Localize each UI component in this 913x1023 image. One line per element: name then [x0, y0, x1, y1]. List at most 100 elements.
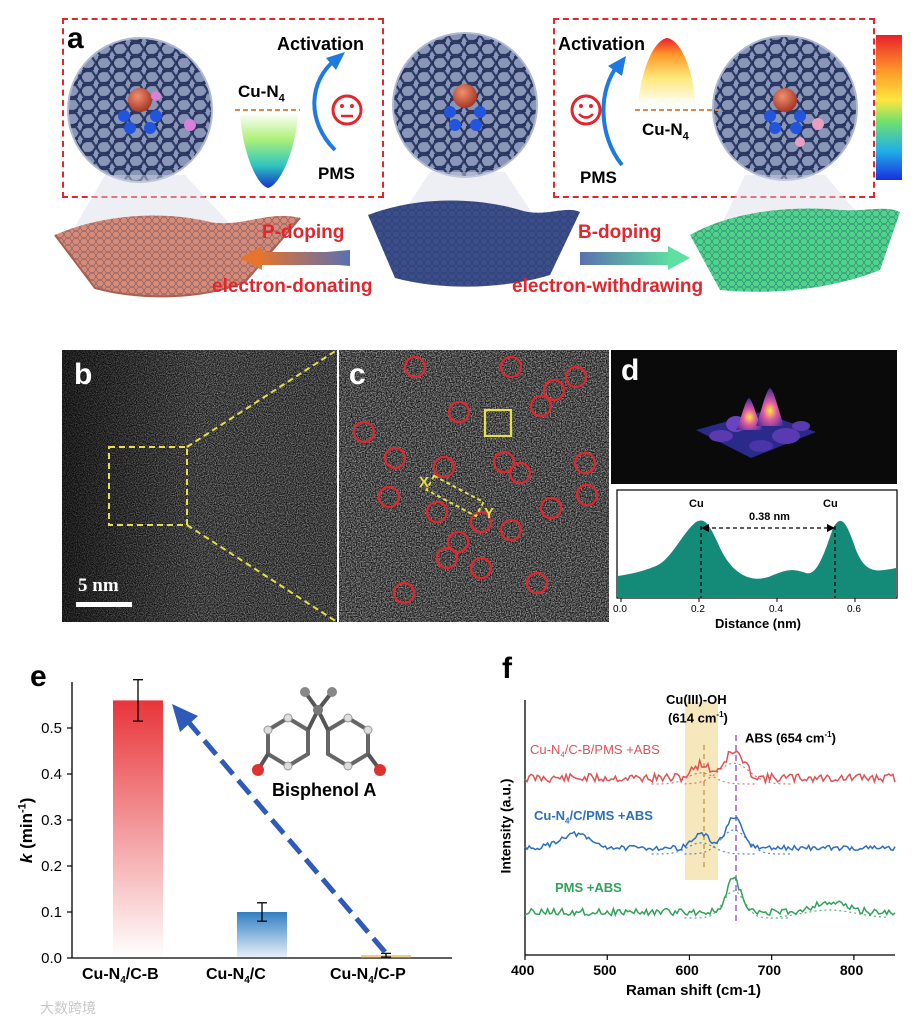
y-tick-label: 0.2: [41, 858, 62, 875]
atom-marker: [469, 510, 493, 534]
cu-n4-text-left: Cu-N: [238, 82, 279, 101]
x-tick-label: 0.0: [613, 604, 627, 615]
atom-marker: [446, 530, 470, 554]
raman-spectra-chart: [524, 700, 896, 960]
atom-marker: [573, 451, 597, 475]
trend-arrowhead: [172, 704, 198, 732]
bisphenol-a-molecule-icon: [256, 690, 382, 772]
atom-marker: [499, 355, 523, 379]
panel-d-line-profile: Cu Cu 0.38 nm 0.0 0.2 0.4 0.6 Distance (…: [611, 488, 901, 636]
y-axis-title: Intensity (a.u.): [497, 778, 514, 874]
activation-arrowhead-right: [608, 56, 626, 76]
graphene-model-right: [712, 35, 858, 181]
atom-marker: [525, 571, 549, 595]
intensity-peak-2: [756, 388, 784, 426]
atom-marker: [377, 485, 401, 509]
energy-well-left: [240, 113, 298, 188]
molecule-atoms: [252, 687, 386, 776]
atom-marker: [432, 455, 456, 479]
cu-oh-band-highlight: [685, 702, 718, 880]
panel-b-haadf-image: b 5 nm: [62, 350, 337, 622]
atom-marker: [447, 400, 471, 424]
cu-oh-annotation: Cu(III)-OH: [666, 692, 727, 707]
pms-label-right: PMS: [580, 168, 617, 187]
cu-n4-sub-right: 4: [682, 130, 689, 143]
panel-c-label: c: [349, 358, 366, 391]
x-tick-label: 600: [675, 962, 699, 978]
zoom-region-box: [108, 446, 188, 526]
series-label-cu-n4-c-b: Cu-N4/C-B/PMS +ABS: [530, 742, 660, 760]
x-tick-label: 800: [839, 962, 864, 978]
atom-marker: [392, 581, 416, 605]
y-axis-unit-exp: -1: [16, 803, 29, 814]
cu-n4-label-left: Cu-N4: [238, 82, 285, 104]
b-doped-sheet: [690, 208, 900, 292]
atom-marker: [564, 365, 588, 389]
atom-marker: [492, 450, 516, 474]
category-label: Cu-N4/C: [206, 966, 266, 987]
fit-component: [651, 772, 758, 785]
x-tick-label: 500: [593, 962, 617, 978]
panel-d-label: d: [621, 354, 640, 387]
x-tick-label: 700: [757, 962, 782, 978]
peak-label-2: Cu: [823, 498, 838, 510]
spectrum-line: [524, 876, 896, 918]
p-doping-arrow-body: [258, 252, 350, 265]
profile-area: [618, 520, 896, 598]
scale-bar-label: 5 nm: [78, 575, 119, 596]
yellow-square-marker: [483, 408, 513, 438]
fit-component: [651, 842, 758, 855]
panel-c-graphics: [339, 350, 609, 622]
fit-component: [684, 829, 791, 855]
y-tick-label: 0.0: [41, 950, 62, 967]
p-doped-sheet: [54, 215, 301, 298]
energy-hill-right: [638, 38, 696, 105]
p-doping-arrowhead: [240, 246, 262, 270]
electron-withdrawing-label: electron-withdrawing: [512, 276, 704, 297]
atom-marker: [435, 546, 459, 570]
x-tick-label: 0.6: [847, 604, 861, 615]
cu-oh-wavenumber: (614 cm-1): [668, 710, 728, 725]
panel-d-3d-graphics: [696, 388, 816, 458]
atom-marker: [575, 483, 599, 507]
y-axis-k: k: [17, 853, 37, 864]
y-tick-label: 0.3: [41, 812, 62, 829]
panel-a-graphics: [54, 32, 902, 298]
cu-n4-label-right: Cu-N4: [642, 120, 689, 142]
x-tick-label: 400: [511, 962, 535, 978]
panel-f-label: f: [502, 652, 512, 685]
series-label-cu-n4-c: Cu-N4/C/PMS +ABS: [534, 808, 653, 826]
panel-a-label: a: [67, 22, 84, 55]
atom-marker: [499, 518, 523, 542]
single-atom-markers: [352, 355, 599, 605]
fit-component: [684, 890, 791, 919]
scale-bar: [76, 602, 132, 607]
atom-marker: [529, 394, 553, 418]
peak-label-1: Cu: [689, 498, 704, 510]
spectrum-line: [524, 750, 896, 785]
electron-donating-label: electron-donating: [212, 276, 373, 297]
left-activation-box: [62, 18, 384, 198]
activation-arrow-right: [601, 63, 624, 167]
abs-c: ): [831, 730, 836, 746]
b-doping-arrow-body: [580, 252, 672, 265]
cu-oh-wn-c: ): [723, 710, 728, 726]
atom-marker: [539, 496, 563, 520]
atom-marker: [508, 461, 532, 485]
graphene-model-center: [392, 32, 538, 178]
molecule-name: Bisphenol A: [272, 780, 377, 800]
spectrum-line: [524, 816, 896, 852]
undoped-sheet: [368, 200, 580, 287]
p-doping-label: P-doping: [262, 222, 345, 243]
bar: [113, 700, 163, 958]
profile-end-y: Y: [484, 505, 495, 522]
sad-face-icon: [331, 94, 363, 126]
abs-a: ABS (654 cm: [745, 730, 825, 746]
atom-marker: [352, 420, 376, 444]
energy-color-scale: [876, 35, 902, 180]
cu-oh-wn-b: -1: [716, 710, 724, 719]
b-doping-arrowhead: [668, 246, 690, 270]
rate-constant-bar-chart: 0.0 0.1 0.2 0.3 0.4 0.5: [41, 679, 452, 967]
distance-arrowhead-left: [701, 524, 709, 532]
abs-annotation: ABS (654 cm-1): [745, 730, 836, 745]
